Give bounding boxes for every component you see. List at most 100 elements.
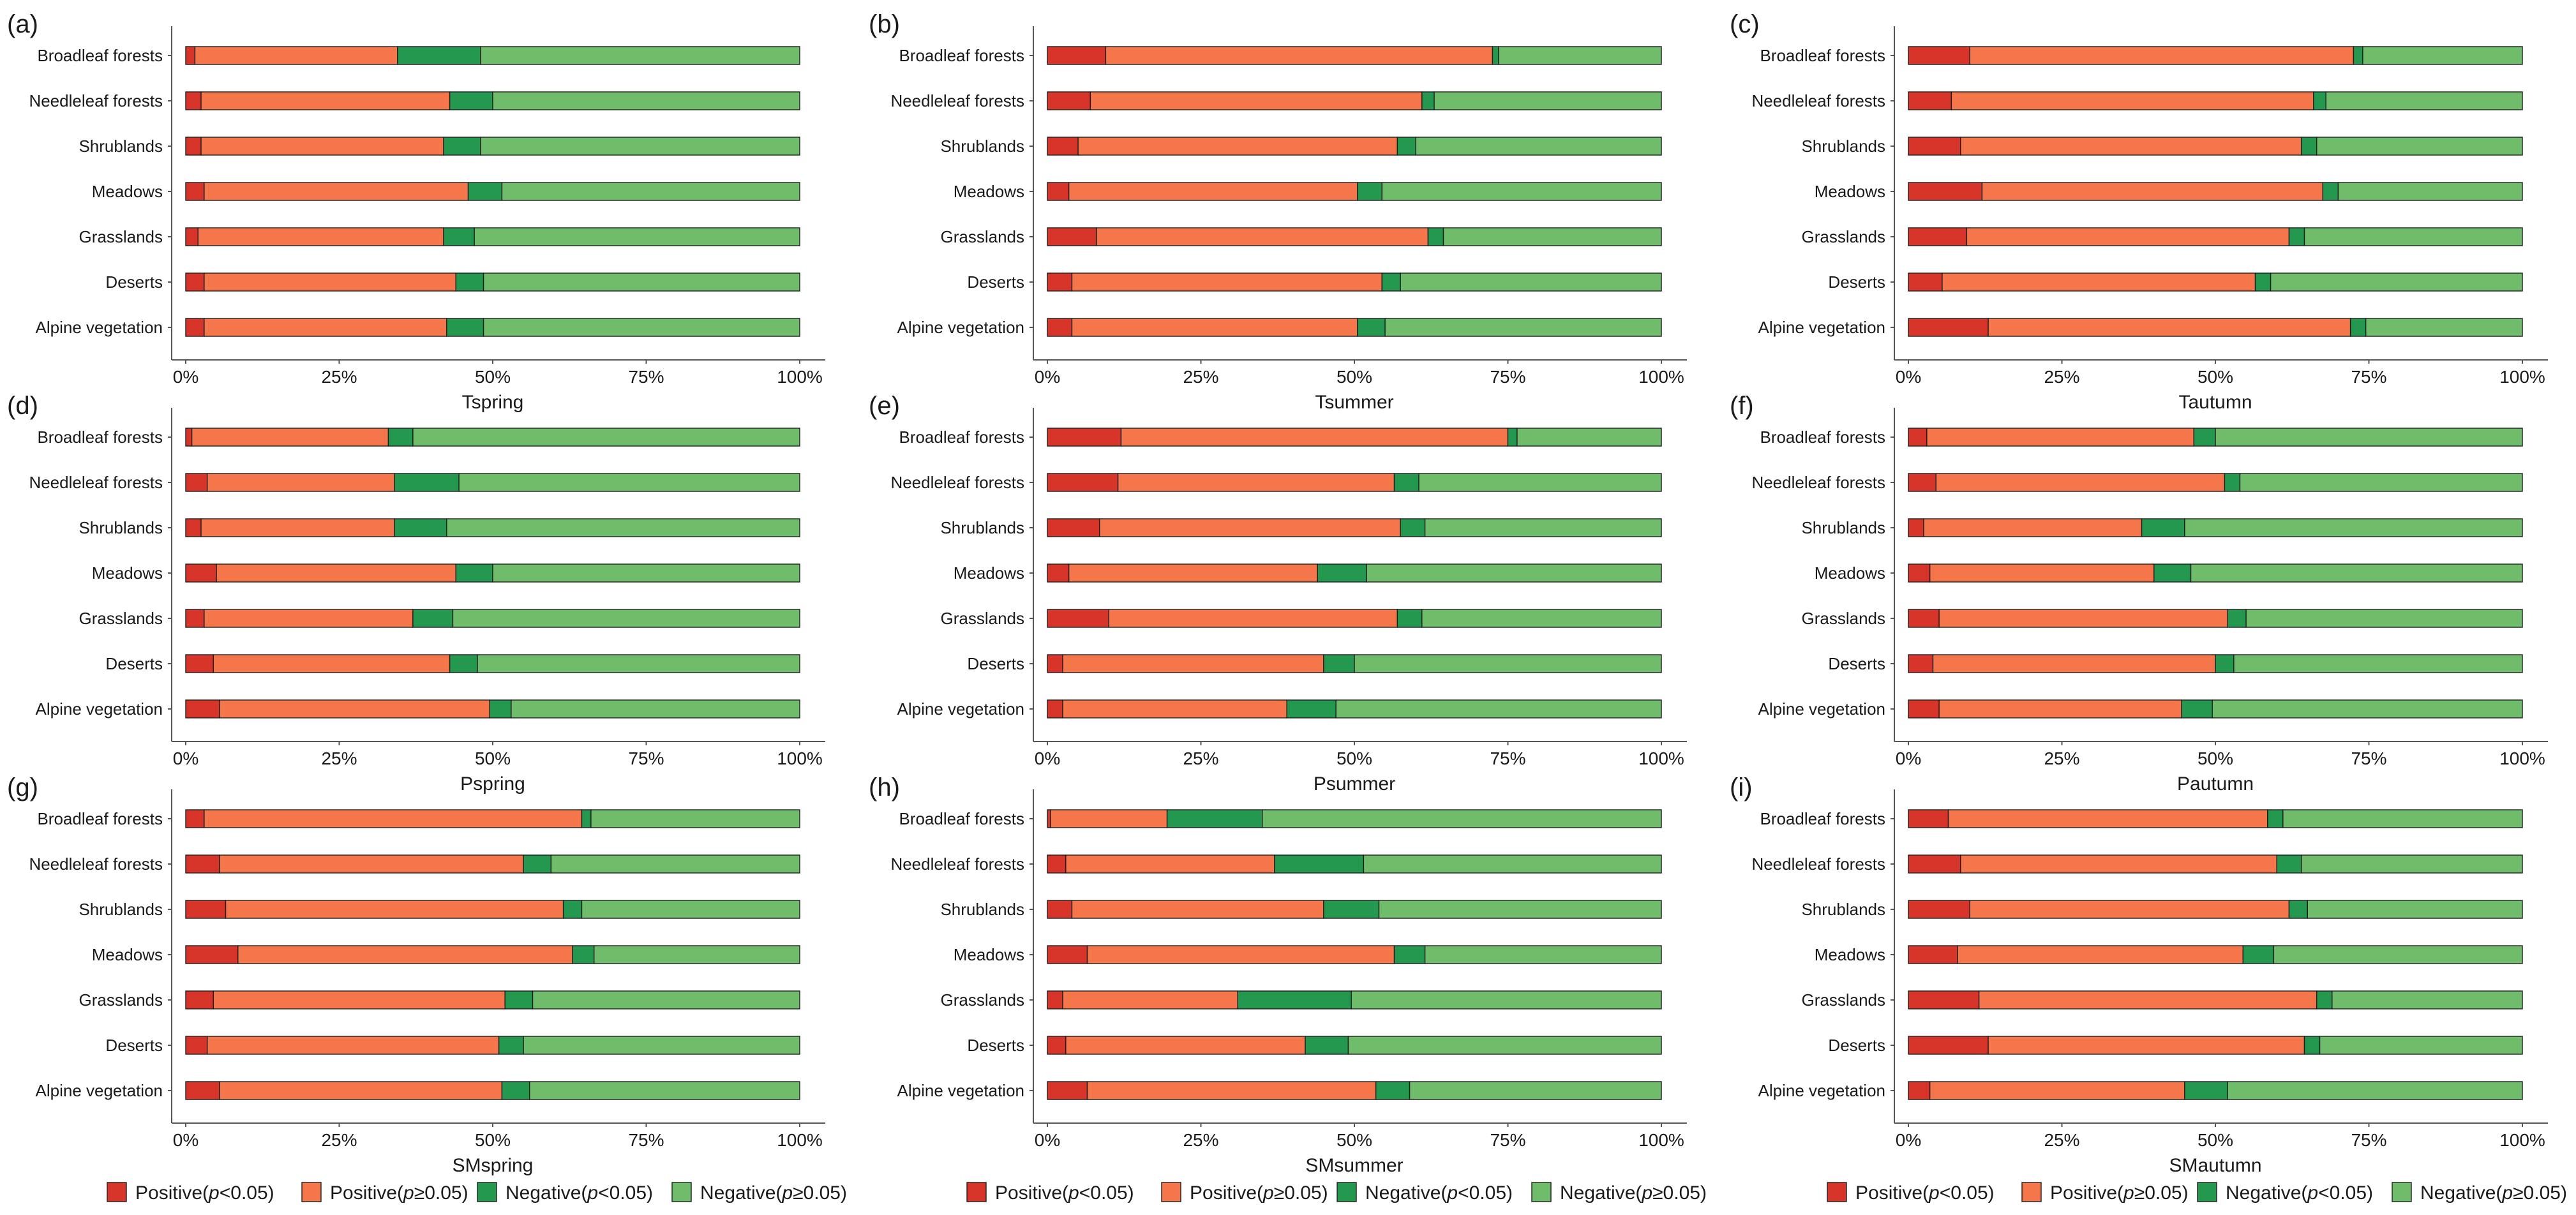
legend-swatch bbox=[2392, 1182, 2412, 1202]
bar-segment bbox=[2303, 227, 2523, 246]
category-label: Needleleaf forests bbox=[890, 91, 1024, 110]
bar-segment bbox=[1442, 227, 1662, 246]
bar-segment bbox=[1086, 945, 1395, 964]
legend-swatch bbox=[2197, 1182, 2217, 1202]
bar-segment bbox=[2227, 1081, 2523, 1100]
bar-segment bbox=[1908, 137, 1961, 156]
bar-segment bbox=[492, 91, 800, 110]
bar-segment bbox=[2313, 91, 2326, 110]
bar-segment bbox=[185, 609, 205, 628]
bar-segment bbox=[1047, 428, 1122, 447]
legend-swatch bbox=[1161, 1182, 1181, 1202]
bar-segment bbox=[2303, 1036, 2321, 1055]
bar-segment bbox=[185, 900, 227, 919]
x-tick-label: 25% bbox=[321, 1130, 357, 1150]
x-tick-label: 50% bbox=[2198, 367, 2233, 387]
bar-segment bbox=[185, 473, 208, 492]
category-label: Shrublands bbox=[79, 518, 163, 537]
category-label: Deserts bbox=[1828, 1036, 1885, 1055]
bar-segment bbox=[594, 945, 800, 964]
category-label: Grasslands bbox=[1802, 609, 1886, 628]
bar-segment bbox=[2316, 990, 2333, 1010]
panel-f: (f) Broadleaf forests Needleleaf forests Sh… bbox=[1730, 392, 2548, 794]
bar-segment bbox=[185, 1036, 208, 1055]
bar-segment bbox=[1926, 428, 2195, 447]
bar-segment bbox=[1071, 900, 1324, 919]
bar-segment bbox=[1384, 318, 1662, 337]
x-tick-label: 50% bbox=[475, 367, 511, 387]
bar-segment bbox=[1908, 428, 1928, 447]
bar-segment bbox=[1424, 945, 1662, 964]
category-label: Shrublands bbox=[940, 137, 1024, 156]
x-tick-label: 0% bbox=[1896, 749, 1921, 768]
bar-segment bbox=[1062, 990, 1238, 1010]
x-tick-label: 100% bbox=[777, 749, 823, 768]
bar-segment bbox=[446, 518, 800, 537]
category-label: Alpine vegetation bbox=[897, 318, 1024, 337]
bar-segment bbox=[216, 563, 456, 583]
bar-segment bbox=[2353, 46, 2363, 65]
bar-segment bbox=[1237, 990, 1352, 1010]
bar-segment bbox=[2239, 473, 2523, 492]
x-tick-label: 75% bbox=[2351, 1130, 2386, 1150]
x-tick-label: 25% bbox=[1183, 1130, 1218, 1150]
bar-segment bbox=[489, 699, 512, 719]
bar-segment bbox=[1047, 563, 1070, 583]
bar-segment bbox=[2184, 1081, 2228, 1100]
x-tick-label: 25% bbox=[2044, 367, 2079, 387]
x-tick-label: 0% bbox=[173, 367, 198, 387]
bar-segment bbox=[1286, 699, 1337, 719]
bar-segment bbox=[1366, 563, 1662, 583]
bar-segment bbox=[511, 699, 800, 719]
bar-segment bbox=[483, 318, 800, 337]
bar-segment bbox=[1323, 900, 1380, 919]
category-label: Broadleaf forests bbox=[37, 46, 163, 65]
bar-segment bbox=[443, 227, 475, 246]
bar-segment bbox=[1120, 428, 1509, 447]
category-label: Alpine vegetation bbox=[897, 1081, 1024, 1100]
bar-segment bbox=[185, 809, 205, 828]
bar-segment bbox=[504, 990, 534, 1010]
bar-segment bbox=[1354, 654, 1662, 673]
bar-segment bbox=[458, 473, 800, 492]
bar-segment bbox=[1062, 699, 1287, 719]
legend-label: Negative(p<0.05) bbox=[2226, 1182, 2373, 1204]
bar-segment bbox=[2153, 563, 2192, 583]
bar-segment bbox=[1047, 227, 1097, 246]
category-label: Deserts bbox=[967, 1036, 1024, 1055]
bar-segment bbox=[1071, 272, 1382, 292]
bar-segment bbox=[480, 137, 800, 156]
category-label: Alpine vegetation bbox=[36, 1081, 163, 1100]
bar-segment bbox=[1942, 272, 2256, 292]
bar-segment bbox=[492, 563, 800, 583]
bar-segment bbox=[1947, 809, 2268, 828]
bar-segment bbox=[1929, 1081, 2185, 1100]
bar-segment bbox=[1908, 900, 1970, 919]
bar-segment bbox=[185, 428, 193, 447]
category-label: Meadows bbox=[92, 182, 163, 201]
legend: Positive(p<0.05) Positive(p≥0.05) Negative… bbox=[1827, 1182, 2567, 1204]
bar-segment bbox=[185, 182, 205, 201]
x-tick-label: 75% bbox=[628, 367, 664, 387]
bar-segment bbox=[1981, 182, 2324, 201]
bar-segment bbox=[2300, 854, 2523, 874]
legend-swatch bbox=[301, 1182, 322, 1202]
bar-segment bbox=[2184, 518, 2523, 537]
category-label: Grasslands bbox=[941, 227, 1025, 246]
legend-label: Positive(p<0.05) bbox=[1855, 1182, 1995, 1204]
category-label: Broadleaf forests bbox=[899, 809, 1024, 828]
category-label: Needleleaf forests bbox=[890, 473, 1024, 492]
bar-segment bbox=[1047, 182, 1070, 201]
bar-segment bbox=[1375, 1081, 1411, 1100]
bar-segment bbox=[501, 1081, 530, 1100]
bar-segment bbox=[474, 227, 800, 246]
bar-segment bbox=[1935, 473, 2226, 492]
bar-segment bbox=[1908, 854, 1961, 874]
bar-segment bbox=[1099, 518, 1401, 537]
bar-segment bbox=[1427, 227, 1444, 246]
bar-segment bbox=[1397, 609, 1423, 628]
bar-segment bbox=[1047, 654, 1063, 673]
category-label: Shrublands bbox=[1801, 900, 1885, 919]
bar-segment bbox=[185, 990, 214, 1010]
